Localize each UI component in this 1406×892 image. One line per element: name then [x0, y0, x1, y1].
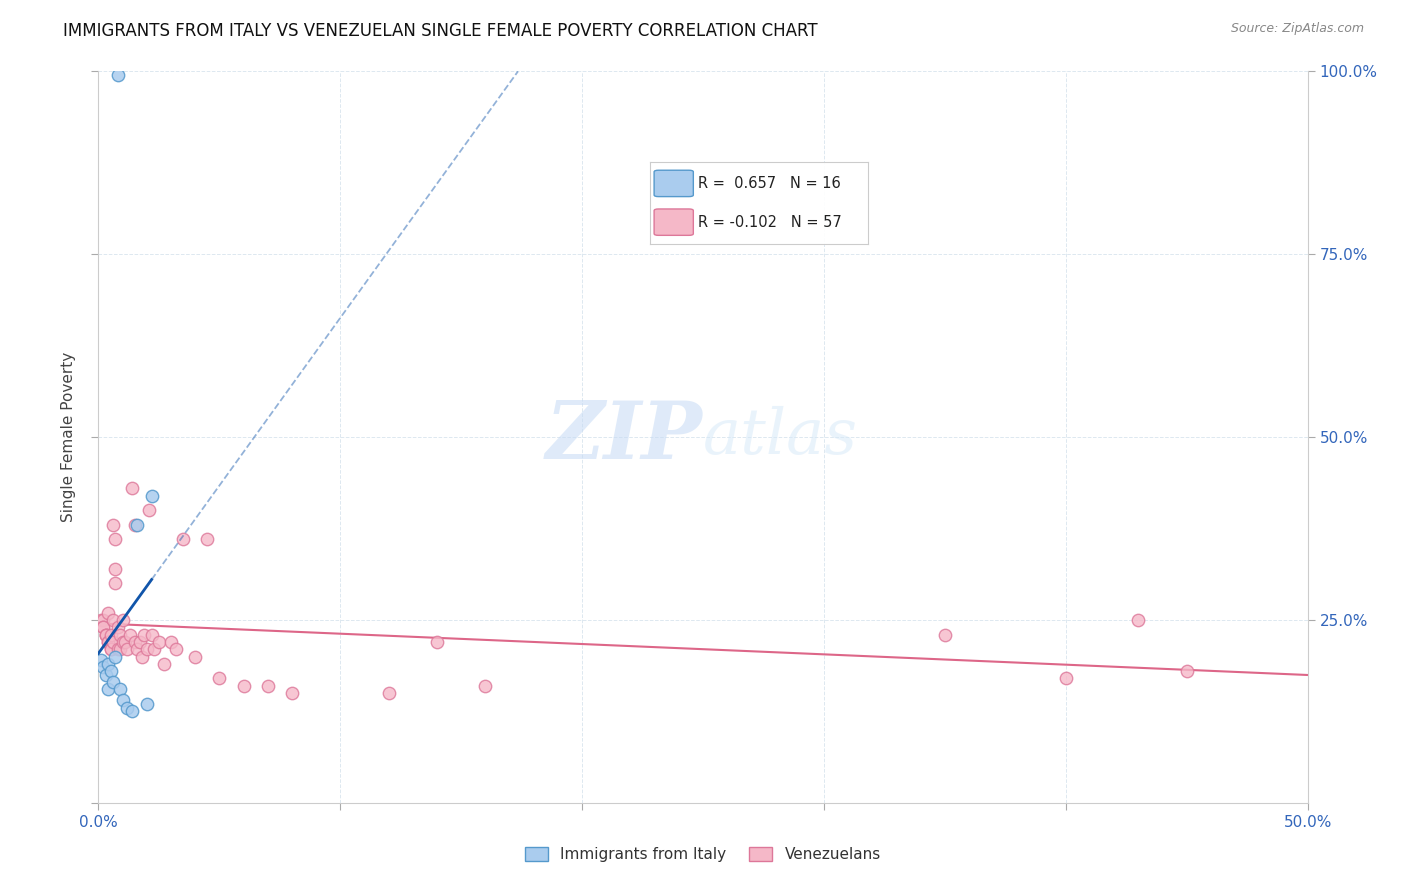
- Point: [124, 635, 146, 649]
- Point: [152, 657, 174, 671]
- Point: [100, 642, 122, 657]
- Point: [100, 642, 122, 657]
- Point: [97, 682, 120, 697]
- Point: [108, 642, 131, 657]
- Point: [91, 660, 114, 674]
- Point: [135, 642, 157, 657]
- Point: [208, 672, 231, 686]
- Text: ZIP: ZIP: [546, 399, 703, 475]
- Point: [111, 693, 134, 707]
- Point: [104, 533, 127, 547]
- Point: [108, 682, 131, 697]
- Point: [377, 686, 399, 700]
- Point: [111, 635, 134, 649]
- Point: [127, 642, 149, 657]
- Point: [91, 613, 114, 627]
- Point: [107, 642, 129, 657]
- Point: [134, 627, 156, 641]
- Point: [141, 489, 163, 503]
- Point: [121, 705, 143, 719]
- Point: [104, 649, 127, 664]
- Point: [101, 517, 124, 532]
- Point: [94, 627, 117, 641]
- Point: [474, 679, 496, 693]
- Point: [100, 664, 122, 678]
- Point: [128, 635, 150, 649]
- Y-axis label: Single Female Poverty: Single Female Poverty: [60, 352, 76, 522]
- Point: [232, 679, 254, 693]
- Point: [1128, 613, 1150, 627]
- FancyBboxPatch shape: [654, 170, 693, 196]
- FancyBboxPatch shape: [654, 209, 693, 235]
- Point: [281, 686, 304, 700]
- Point: [141, 627, 163, 641]
- Point: [124, 517, 146, 532]
- Point: [135, 697, 157, 711]
- Point: [101, 635, 124, 649]
- Point: [117, 642, 139, 657]
- Point: [1175, 664, 1198, 678]
- Point: [108, 627, 131, 641]
- Point: [138, 503, 160, 517]
- Point: [195, 533, 218, 547]
- Point: [101, 613, 124, 627]
- Text: atlas: atlas: [703, 406, 858, 468]
- Point: [165, 642, 187, 657]
- Point: [118, 627, 141, 641]
- Point: [426, 635, 449, 649]
- Point: [184, 649, 207, 664]
- Point: [104, 562, 127, 576]
- Point: [121, 481, 143, 495]
- Text: R =  0.657   N = 16: R = 0.657 N = 16: [697, 176, 841, 191]
- Point: [107, 68, 129, 82]
- Point: [107, 620, 129, 634]
- Point: [1054, 672, 1077, 686]
- Point: [111, 613, 134, 627]
- Point: [91, 620, 114, 634]
- Point: [97, 635, 120, 649]
- Point: [90, 653, 112, 667]
- Point: [934, 627, 956, 641]
- Point: [97, 635, 120, 649]
- Point: [94, 627, 117, 641]
- Text: R = -0.102   N = 57: R = -0.102 N = 57: [697, 215, 841, 229]
- Point: [101, 675, 124, 690]
- Point: [100, 627, 122, 641]
- Point: [160, 635, 183, 649]
- Point: [114, 635, 136, 649]
- Point: [97, 657, 120, 671]
- Point: [104, 576, 127, 591]
- Point: [172, 533, 194, 547]
- Point: [94, 667, 117, 681]
- Point: [90, 613, 112, 627]
- Text: Source: ZipAtlas.com: Source: ZipAtlas.com: [1230, 22, 1364, 36]
- Point: [127, 517, 149, 532]
- Point: [117, 700, 139, 714]
- Point: [148, 635, 170, 649]
- Text: IMMIGRANTS FROM ITALY VS VENEZUELAN SINGLE FEMALE POVERTY CORRELATION CHART: IMMIGRANTS FROM ITALY VS VENEZUELAN SING…: [63, 22, 818, 40]
- Point: [91, 620, 114, 634]
- Point: [94, 627, 117, 641]
- Point: [131, 649, 153, 664]
- Point: [256, 679, 278, 693]
- Point: [97, 606, 120, 620]
- Legend: Immigrants from Italy, Venezuelans: Immigrants from Italy, Venezuelans: [519, 841, 887, 868]
- Point: [143, 642, 166, 657]
